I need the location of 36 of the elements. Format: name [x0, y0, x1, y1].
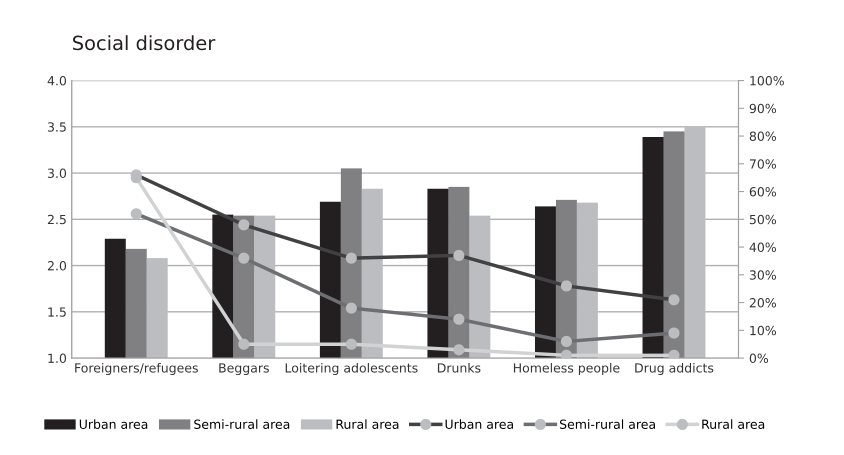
- y2-tick-label: 40%: [750, 242, 776, 252]
- y2-tick-label: 10%: [750, 326, 776, 336]
- x-tick-label: Foreigners/refugees: [75, 362, 198, 376]
- legend-label: Rural area: [336, 419, 398, 429]
- y-tick-label: 2.0: [48, 261, 66, 270]
- y-tick-label: 1.5: [48, 307, 66, 317]
- y2-tick-label: 90%: [750, 104, 776, 114]
- y2-tick-label: 70%: [750, 159, 776, 169]
- x-tick-label: Homeless people: [514, 362, 620, 376]
- y-tick-label: 4.0: [48, 76, 66, 86]
- y2-tick-label: 100%: [750, 76, 784, 86]
- legend-label: Semi-rural area: [194, 419, 290, 429]
- legend-label: Rural area: [702, 419, 764, 429]
- y-tick-label: 1.0: [48, 354, 66, 364]
- point: [560, 350, 572, 358]
- point: [346, 338, 357, 350]
- y2-tick-label: 0%: [750, 354, 768, 364]
- y-tick-label: 3.0: [48, 168, 66, 178]
- legend-label: Semi-rural area: [560, 419, 655, 429]
- x-tick-label: Drug addicts: [635, 362, 714, 376]
- y2-tick-label: 80%: [750, 132, 776, 141]
- y-tick-label: 2.5: [48, 214, 66, 224]
- y-tick-label: 3.5: [48, 122, 66, 132]
- legend-label: Urban area: [80, 419, 148, 429]
- y2-tick-label: 30%: [750, 270, 776, 280]
- point: [668, 350, 680, 358]
- chart-title: Social disorder: [73, 35, 216, 50]
- point: [453, 344, 464, 356]
- x-tick-label: Loitering adolescents: [286, 362, 418, 376]
- x-tick-label: Drunks: [438, 362, 480, 373]
- y2-tick-label: 50%: [750, 214, 776, 224]
- x-tick-label: Beggars: [219, 363, 269, 376]
- legend-label: Urban area: [446, 419, 514, 429]
- point: [238, 338, 250, 350]
- y2-tick-label: 20%: [750, 298, 776, 308]
- y2-tick-label: 60%: [750, 187, 776, 196]
